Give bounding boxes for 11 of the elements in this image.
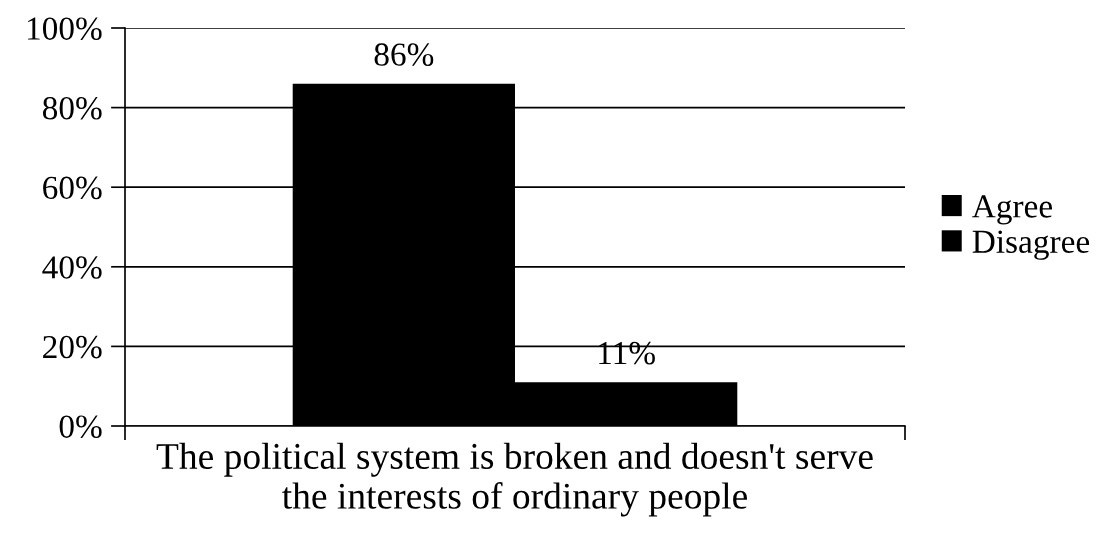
y-tick-label: 80% [42, 97, 102, 120]
y-tick-label: 20% [43, 335, 102, 359]
y-tick-label: 0% [59, 415, 102, 438]
data-label: 86% [374, 43, 434, 66]
legend-label: Agree [972, 195, 1053, 225]
legend-label: Disagree [972, 230, 1090, 260]
x-tick-label: The political system is broken and doesn't serve the interests of ordinary people [156, 442, 873, 517]
data-label: 11% [599, 341, 655, 365]
y-tick-label: 60% [43, 176, 102, 200]
y-tick-label: 40% [42, 256, 102, 279]
y-tick-label: 100% [27, 17, 102, 40]
